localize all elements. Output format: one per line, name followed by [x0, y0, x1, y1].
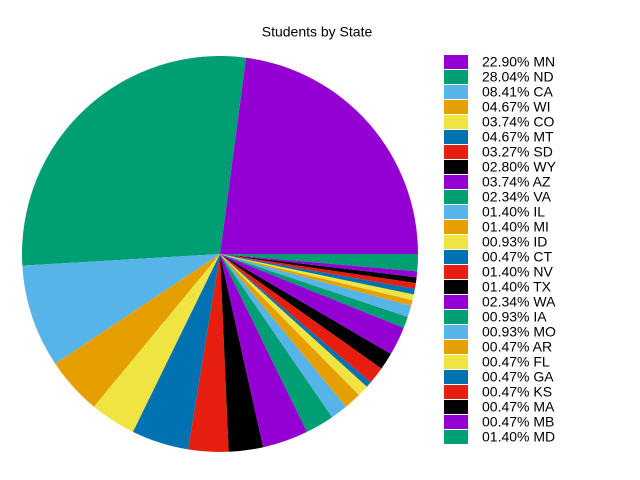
legend-label: 04.67% MT [482, 129, 554, 145]
legend-label: 08.41% CA [482, 84, 553, 100]
legend-swatch [444, 265, 468, 279]
legend-swatch [444, 370, 468, 384]
legend-swatch [444, 235, 468, 249]
legend-label: 00.47% AR [482, 339, 552, 355]
legend-label: 00.47% MA [482, 399, 555, 415]
legend-label: 00.93% IA [482, 309, 547, 325]
pie-slice [220, 254, 382, 383]
legend-swatch [444, 325, 468, 339]
pie-slice [220, 254, 416, 289]
pie-slice [220, 254, 418, 272]
pie-slice [220, 254, 359, 407]
pie-slice [22, 254, 220, 364]
chart-title: Students by State [262, 24, 373, 40]
legend-label: 04.67% WI [482, 99, 550, 115]
legend-label: 28.04% ND [482, 69, 554, 85]
legend-swatch [444, 160, 468, 174]
legend-swatch [444, 205, 468, 219]
pie-slice [220, 254, 408, 328]
legend-swatch [444, 190, 468, 204]
legend-label: 00.93% MO [482, 324, 556, 340]
legend-swatch [444, 220, 468, 234]
pie-slice [220, 254, 413, 306]
legend-label: 00.47% CT [482, 249, 552, 265]
legend-label: 01.40% TX [482, 279, 552, 295]
pie-slice [220, 254, 418, 278]
pie-slice [220, 254, 414, 301]
legend-swatch [444, 340, 468, 354]
pie-slice [220, 254, 333, 432]
legend-swatch [444, 100, 468, 114]
pie-slice [55, 254, 220, 407]
legend-label: 00.47% MB [482, 414, 554, 430]
pie-slice [220, 254, 371, 387]
legend-swatch [444, 70, 468, 84]
legend-swatch [444, 430, 468, 444]
legend-swatch [444, 115, 468, 129]
legend-label: 03.74% AZ [482, 174, 551, 190]
pie-slice [133, 254, 220, 450]
legend-swatch [444, 85, 468, 99]
legend-label: 00.47% GA [482, 369, 554, 385]
legend-label: 01.40% NV [482, 264, 553, 280]
legend-label: 02.80% WY [482, 159, 557, 175]
legend-swatch [444, 385, 468, 399]
legend-label: 00.93% ID [482, 234, 547, 250]
pie-slice [188, 254, 229, 452]
legend-label: 22.90% MN [482, 54, 555, 70]
legend-swatch [444, 130, 468, 144]
pie-slice [220, 254, 412, 317]
legend-label: 02.34% WA [482, 294, 556, 310]
pie-slice [220, 254, 264, 452]
pie-slice [220, 254, 307, 448]
pie-slice [220, 254, 417, 284]
legend-label: 00.47% KS [482, 384, 552, 400]
legend-swatch [444, 250, 468, 264]
pie-slice [220, 254, 347, 418]
legend-label: 02.34% VA [482, 189, 552, 205]
pie-slice [220, 254, 404, 354]
pie-slice [93, 254, 220, 432]
legend-swatch [444, 295, 468, 309]
legend-label: 01.40% MD [482, 429, 555, 445]
pie-slice [220, 57, 418, 255]
legend-swatch [444, 55, 468, 69]
legend-swatch [444, 145, 468, 159]
legend-label: 01.40% IL [482, 204, 545, 220]
legend-label: 03.27% SD [482, 144, 553, 160]
pie-slice [220, 254, 391, 369]
legend-swatch [444, 355, 468, 369]
legend-label: 03.74% CO [482, 114, 554, 130]
legend-swatch [444, 280, 468, 294]
pie-slice [220, 254, 367, 396]
legend-swatch [444, 400, 468, 414]
pie-slice [220, 254, 415, 295]
legend-swatch [444, 175, 468, 189]
pie-slice [22, 56, 247, 266]
legend-swatch [444, 310, 468, 324]
legend-label: 00.47% FL [482, 354, 550, 370]
legend-swatch [444, 415, 468, 429]
legend-label: 01.40% MI [482, 219, 549, 235]
